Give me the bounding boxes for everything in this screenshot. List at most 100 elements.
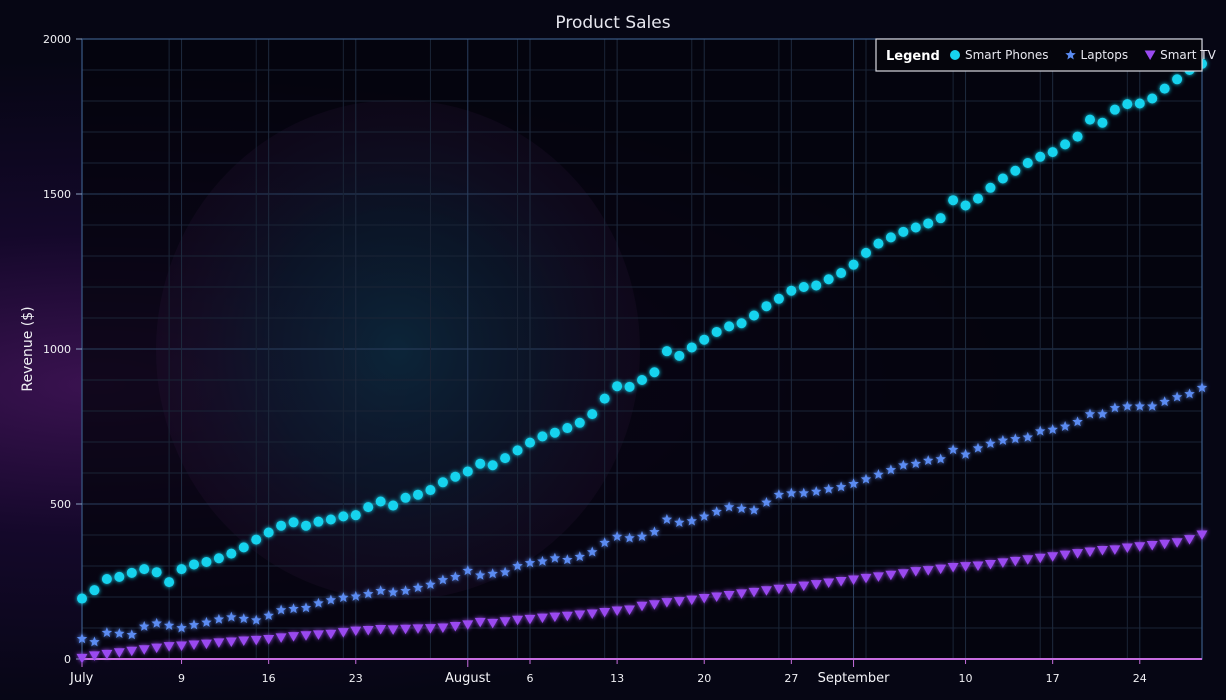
data-point bbox=[201, 616, 212, 627]
data-point bbox=[88, 651, 100, 661]
data-point bbox=[263, 527, 274, 538]
y-axis-ticks: 0 500 1000 1500 2000 bbox=[43, 33, 82, 666]
data-point bbox=[835, 481, 847, 492]
legend: Legend Smart Phones Laptops Smart TV bbox=[875, 38, 1217, 72]
data-point bbox=[673, 597, 685, 607]
legend-label: Smart TV bbox=[1160, 48, 1216, 62]
data-point bbox=[574, 551, 586, 562]
data-point bbox=[1034, 425, 1046, 436]
data-point bbox=[499, 566, 511, 577]
data-point bbox=[251, 534, 262, 545]
data-point bbox=[972, 442, 984, 453]
data-point bbox=[525, 437, 535, 448]
legend-marker bbox=[950, 50, 960, 60]
data-point bbox=[1097, 408, 1108, 419]
data-point bbox=[1022, 158, 1033, 168]
data-point bbox=[748, 504, 760, 515]
data-point bbox=[387, 625, 399, 635]
data-point bbox=[848, 575, 860, 585]
data-point bbox=[872, 572, 884, 582]
data-point bbox=[574, 417, 585, 428]
data-point bbox=[188, 619, 200, 630]
data-point bbox=[275, 633, 287, 643]
data-point bbox=[536, 613, 548, 624]
data-point bbox=[375, 496, 386, 507]
data-point bbox=[985, 438, 996, 448]
data-point bbox=[760, 586, 772, 596]
data-point bbox=[325, 514, 336, 525]
data-point bbox=[748, 587, 760, 598]
data-point bbox=[736, 589, 748, 599]
x-tick-label: 17 bbox=[1046, 672, 1060, 685]
data-point bbox=[698, 510, 710, 521]
data-point bbox=[89, 636, 100, 647]
data-point bbox=[810, 580, 822, 590]
data-point bbox=[350, 626, 362, 637]
data-point bbox=[910, 458, 922, 469]
data-point bbox=[810, 486, 822, 497]
data-point bbox=[524, 557, 536, 568]
data-point bbox=[400, 585, 411, 596]
data-point bbox=[1196, 530, 1208, 540]
legend-item: Laptops bbox=[1065, 48, 1128, 62]
data-point bbox=[1047, 552, 1059, 562]
legend-marker bbox=[1144, 50, 1156, 60]
y-axis-label: Revenue ($) bbox=[20, 306, 36, 391]
data-point bbox=[114, 571, 125, 582]
x-tick-label: 24 bbox=[1133, 672, 1147, 685]
data-point bbox=[238, 542, 249, 553]
data-point bbox=[636, 601, 648, 612]
data-point bbox=[263, 634, 275, 645]
data-point bbox=[1096, 546, 1108, 556]
data-point bbox=[960, 562, 972, 572]
data-point bbox=[288, 603, 299, 614]
data-point bbox=[462, 565, 474, 576]
data-point bbox=[885, 570, 897, 581]
data-point bbox=[1084, 547, 1096, 558]
series-smart-tv bbox=[76, 530, 1208, 664]
data-point bbox=[1134, 400, 1146, 411]
data-point bbox=[1060, 139, 1071, 150]
data-point bbox=[524, 614, 536, 625]
data-point bbox=[412, 582, 424, 593]
data-point bbox=[549, 552, 561, 563]
data-point bbox=[923, 218, 934, 229]
data-point bbox=[176, 622, 187, 633]
data-point bbox=[1159, 396, 1170, 407]
data-point bbox=[449, 621, 461, 632]
data-point bbox=[848, 259, 859, 270]
data-point bbox=[138, 620, 150, 631]
data-point bbox=[761, 496, 772, 507]
data-point bbox=[935, 564, 947, 575]
y-tick-label: 0 bbox=[64, 653, 71, 666]
data-point bbox=[388, 500, 399, 511]
data-point bbox=[337, 628, 349, 638]
data-point bbox=[226, 548, 237, 559]
data-point bbox=[599, 537, 610, 548]
data-point bbox=[1109, 545, 1121, 555]
data-point bbox=[661, 598, 673, 608]
data-point bbox=[300, 602, 312, 613]
data-point bbox=[151, 567, 162, 578]
data-point bbox=[1109, 104, 1120, 115]
data-point bbox=[686, 342, 697, 353]
data-point bbox=[910, 567, 922, 577]
data-point bbox=[1072, 131, 1083, 142]
y-tick-label: 1000 bbox=[43, 343, 71, 356]
data-point bbox=[188, 640, 200, 651]
data-point bbox=[1159, 539, 1171, 550]
data-point bbox=[400, 492, 411, 503]
data-point bbox=[487, 618, 499, 629]
data-point bbox=[711, 326, 722, 337]
data-point bbox=[1035, 151, 1046, 162]
data-point bbox=[1009, 556, 1021, 567]
data-point bbox=[200, 639, 212, 650]
data-point bbox=[263, 610, 274, 621]
data-point bbox=[561, 611, 573, 622]
data-point bbox=[1085, 114, 1095, 125]
data-point bbox=[126, 629, 138, 640]
data-point bbox=[947, 563, 959, 573]
data-point bbox=[599, 393, 610, 404]
data-point bbox=[250, 635, 262, 646]
data-point bbox=[474, 569, 486, 580]
